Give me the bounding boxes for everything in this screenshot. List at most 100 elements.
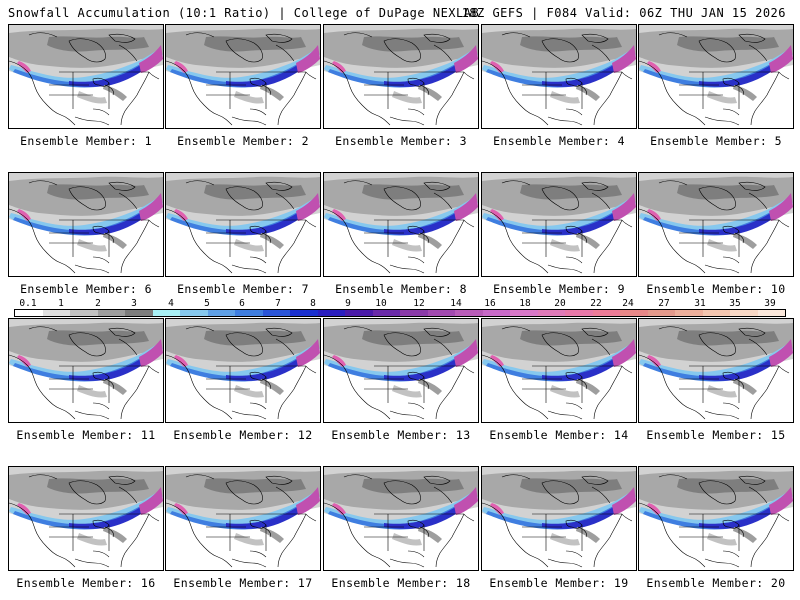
map-svg xyxy=(324,467,478,568)
map-outlines xyxy=(166,474,317,568)
ensemble-member-panel[interactable]: Ensemble Member: 12 xyxy=(165,318,321,444)
snow-shading xyxy=(9,319,163,398)
snowfall-map[interactable] xyxy=(638,318,794,423)
ensemble-member-panel[interactable]: Ensemble Member: 3 xyxy=(323,24,479,150)
ensemble-member-label: Ensemble Member: 2 xyxy=(177,134,309,148)
ensemble-member-label: Ensemble Member: 4 xyxy=(493,134,625,148)
map-svg xyxy=(324,25,478,126)
ensemble-member-panel[interactable]: Ensemble Member: 8 xyxy=(323,172,479,298)
map-svg xyxy=(9,173,163,274)
ensemble-member-label: Ensemble Member: 17 xyxy=(173,576,313,590)
ensemble-member-label: Ensemble Member: 13 xyxy=(331,428,471,442)
map-outlines xyxy=(482,474,633,568)
map-svg xyxy=(639,319,793,420)
ensemble-member-label: Ensemble Member: 7 xyxy=(177,282,309,296)
ensemble-member-panel[interactable]: Ensemble Member: 2 xyxy=(165,24,321,150)
colorbar-swatch xyxy=(647,310,675,316)
colorbar-swatch xyxy=(702,310,730,316)
colorbar-swatch xyxy=(620,310,648,316)
ensemble-member-panel[interactable]: Ensemble Member: 4 xyxy=(481,24,637,150)
colorbar-tick-label: 12 xyxy=(413,298,425,309)
colorbar-swatch xyxy=(262,310,290,316)
ensemble-member-panel[interactable]: Ensemble Member: 16 xyxy=(8,466,164,592)
colorbar-swatch xyxy=(125,310,153,316)
ensemble-member-panel[interactable]: Ensemble Member: 9 xyxy=(481,172,637,298)
ensemble-member-label: Ensemble Member: 9 xyxy=(493,282,625,296)
colorbar-strip xyxy=(14,309,786,317)
map-outlines xyxy=(9,474,160,568)
snowfall-map[interactable] xyxy=(8,318,164,423)
ensemble-member-panel[interactable]: Ensemble Member: 10 xyxy=(638,172,794,298)
map-svg xyxy=(639,467,793,568)
map-outlines xyxy=(9,180,160,274)
map-outlines xyxy=(324,474,475,568)
map-svg xyxy=(166,173,320,274)
map-svg xyxy=(324,173,478,274)
colorbar-swatch xyxy=(317,310,345,316)
ensemble-member-panel[interactable]: Ensemble Member: 14 xyxy=(481,318,637,444)
snowfall-map[interactable] xyxy=(638,24,794,129)
ensemble-member-panel[interactable]: Ensemble Member: 17 xyxy=(165,466,321,592)
snowfall-map[interactable] xyxy=(165,24,321,129)
ensemble-member-label: Ensemble Member: 6 xyxy=(20,282,152,296)
map-svg xyxy=(166,319,320,420)
snowfall-map[interactable] xyxy=(8,172,164,277)
ensemble-member-label: Ensemble Member: 5 xyxy=(650,134,782,148)
snow-shading xyxy=(324,319,478,398)
snowfall-map[interactable] xyxy=(165,466,321,571)
colorbar-tick-label: 0.1 xyxy=(19,298,37,309)
ensemble-member-panel[interactable]: Ensemble Member: 5 xyxy=(638,24,794,150)
snowfall-map[interactable] xyxy=(165,318,321,423)
colorbar-tick-label: 24 xyxy=(622,298,634,309)
snowfall-map[interactable] xyxy=(8,24,164,129)
colorbar-swatch xyxy=(15,310,43,316)
snowfall-map[interactable] xyxy=(638,172,794,277)
snow-shading xyxy=(482,319,636,398)
snowfall-map[interactable] xyxy=(8,466,164,571)
map-outlines xyxy=(324,32,475,126)
ensemble-member-panel[interactable]: Ensemble Member: 7 xyxy=(165,172,321,298)
snow-shading xyxy=(639,25,793,104)
ensemble-member-panel[interactable]: Ensemble Member: 11 xyxy=(8,318,164,444)
colorbar-swatch xyxy=(592,310,620,316)
ensemble-member-panel[interactable]: Ensemble Member: 19 xyxy=(481,466,637,592)
snowfall-map[interactable] xyxy=(165,172,321,277)
ensemble-member-label: Ensemble Member: 16 xyxy=(16,576,156,590)
colorbar-swatch xyxy=(42,310,70,316)
colorbar-tick-label: 18 xyxy=(519,298,531,309)
snowfall-map[interactable] xyxy=(481,24,637,129)
map-outlines xyxy=(166,32,317,126)
snowfall-map[interactable] xyxy=(481,318,637,423)
snow-shading xyxy=(166,319,320,398)
page-title: Snowfall Accumulation (10:1 Ratio) | Col… xyxy=(8,6,480,20)
snow-shading xyxy=(9,467,163,546)
map-svg xyxy=(166,467,320,568)
colorbar-swatch xyxy=(675,310,703,316)
snow-shading xyxy=(639,173,793,252)
ensemble-member-panel[interactable]: Ensemble Member: 20 xyxy=(638,466,794,592)
ensemble-member-panel[interactable]: Ensemble Member: 1 xyxy=(8,24,164,150)
map-outlines xyxy=(639,32,790,126)
colorbar-tick-label: 6 xyxy=(239,298,245,309)
colorbar-tick-label: 4 xyxy=(168,298,174,309)
map-outlines xyxy=(639,326,790,420)
snowfall-map[interactable] xyxy=(323,318,479,423)
ensemble-member-label: Ensemble Member: 19 xyxy=(489,576,629,590)
snowfall-map[interactable] xyxy=(481,172,637,277)
ensemble-member-panel[interactable]: Ensemble Member: 15 xyxy=(638,318,794,444)
snowfall-map[interactable] xyxy=(638,466,794,571)
ensemble-member-panel[interactable]: Ensemble Member: 6 xyxy=(8,172,164,298)
map-svg xyxy=(482,319,636,420)
colorbar-tick-label: 3 xyxy=(131,298,137,309)
ensemble-member-panel[interactable]: Ensemble Member: 18 xyxy=(323,466,479,592)
map-outlines xyxy=(639,474,790,568)
snowfall-map[interactable] xyxy=(323,466,479,571)
ensemble-member-label: Ensemble Member: 14 xyxy=(489,428,629,442)
snowfall-map[interactable] xyxy=(481,466,637,571)
snowfall-map[interactable] xyxy=(323,24,479,129)
snowfall-map[interactable] xyxy=(323,172,479,277)
ensemble-member-panel[interactable]: Ensemble Member: 13 xyxy=(323,318,479,444)
map-svg xyxy=(9,319,163,420)
snow-shading xyxy=(639,319,793,398)
